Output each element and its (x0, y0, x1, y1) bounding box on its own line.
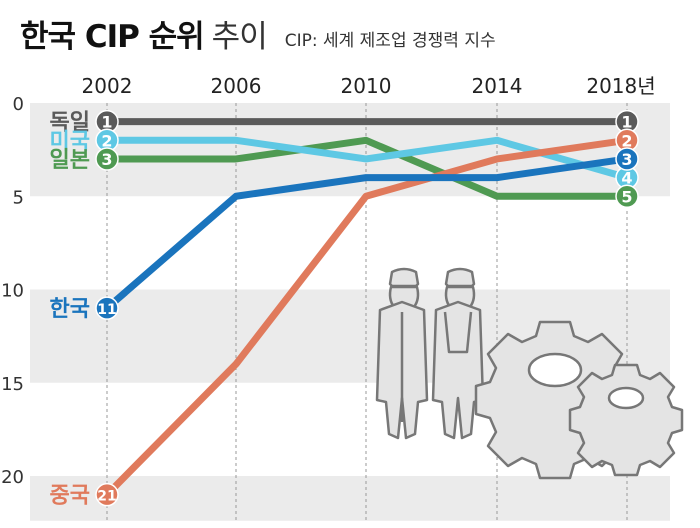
rank-marker (95, 147, 119, 171)
series-label-중국: 중국 (50, 484, 90, 509)
x-tick-label: 2010 (341, 74, 392, 98)
rank-marker-label: 5 (621, 187, 632, 206)
rank-marker (615, 147, 639, 171)
series-label-일본: 일본 (50, 148, 90, 173)
rank-marker-label: 1 (101, 113, 112, 132)
series-label-미국: 미국 (50, 129, 90, 154)
x-tick-label: 2014 (472, 74, 523, 98)
rank-marker (615, 184, 639, 208)
rank-marker-label: 2 (621, 131, 632, 150)
chart-subtitle: CIP: 세계 제조업 경쟁력 지수 (284, 31, 496, 51)
worker-icon (431, 267, 485, 440)
series-label-한국: 한국 (50, 297, 90, 322)
rank-marker-label: 3 (101, 150, 112, 169)
y-tick-label: 5 (13, 187, 24, 208)
gear-icon (568, 363, 684, 477)
x-tick-label: 2006 (211, 74, 262, 98)
chart-title-suffix: 추이 (211, 19, 268, 55)
y-tick-label: 20 (1, 467, 24, 488)
series-line-한국 (103, 155, 631, 312)
rank-marker (95, 296, 119, 320)
series-line-일본 (103, 136, 631, 200)
x-tick-label: 2002 (82, 74, 133, 98)
grid-band (30, 476, 670, 521)
y-tick-label: 15 (1, 374, 24, 395)
x-tick-label: 2018년 (586, 74, 655, 98)
rank-marker-label: 11 (97, 302, 116, 318)
chart-title: 한국 CIP 순위 (20, 19, 205, 55)
rank-marker-label: 1 (621, 113, 632, 132)
rank-marker-label: 2 (101, 131, 112, 150)
rank-marker-label: 4 (621, 169, 632, 188)
workers-gears-illustration (375, 267, 684, 480)
y-tick-label: 10 (1, 281, 24, 302)
rank-marker (95, 482, 119, 507)
rank-marker-label: 3 (621, 150, 632, 169)
title-block: 한국 CIP 순위 추이 CIP: 세계 제조업 경쟁력 지수 (20, 8, 496, 56)
series-label-독일: 독일 (50, 111, 90, 136)
series-line-중국 (103, 136, 631, 499)
y-tick-label: 0 (13, 94, 24, 115)
rank-marker-label: 21 (97, 489, 116, 505)
worker-icon (375, 267, 429, 440)
